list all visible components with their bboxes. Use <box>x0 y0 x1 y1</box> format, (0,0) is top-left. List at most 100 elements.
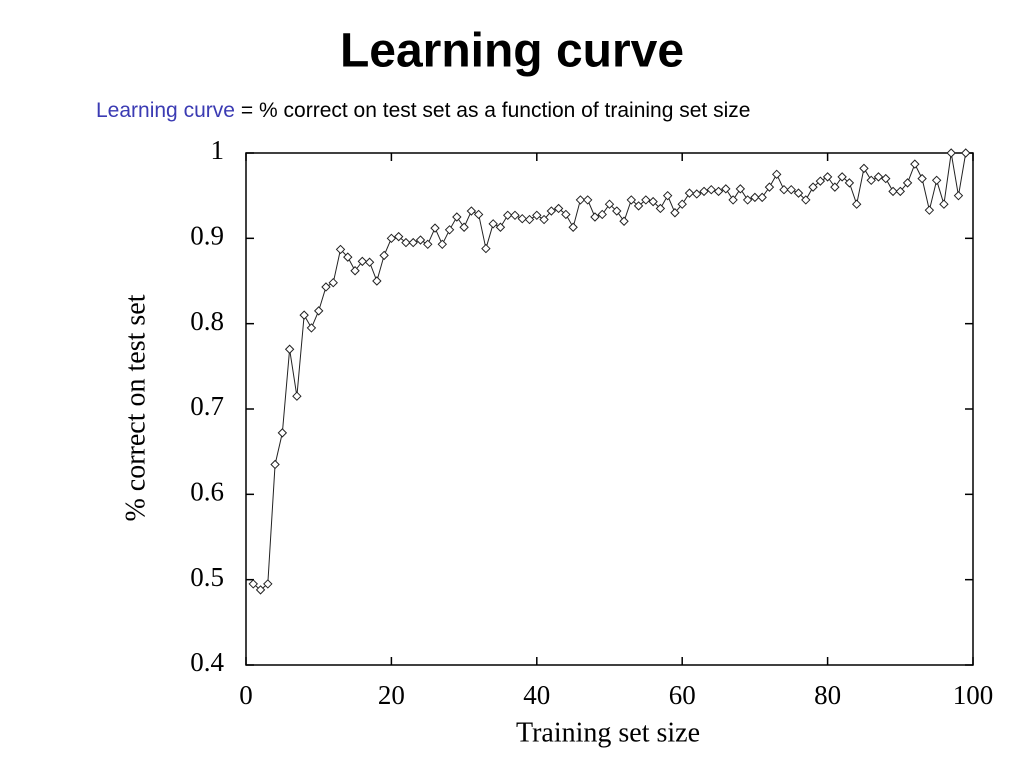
y-tick-label: 0.9 <box>190 221 224 251</box>
data-point <box>423 239 433 250</box>
y-tick-label: 0.7 <box>190 391 224 421</box>
data-point <box>372 276 382 286</box>
data-point <box>750 192 760 203</box>
data-point <box>568 222 578 232</box>
y-tick-label: 0.4 <box>190 647 224 677</box>
data-point <box>677 199 687 209</box>
x-tick-label: 20 <box>378 680 405 710</box>
y-axis-label: % correct on test set <box>120 294 151 521</box>
x-tick-label: 40 <box>523 680 550 710</box>
data-point <box>633 201 644 211</box>
data-point <box>364 257 375 267</box>
data-point <box>779 184 789 195</box>
data-point <box>961 148 971 158</box>
data-point <box>728 195 738 205</box>
data-point <box>684 188 695 198</box>
data-line <box>252 152 967 591</box>
data-point <box>401 237 411 248</box>
data-point <box>277 428 288 438</box>
data-point <box>692 189 702 199</box>
data-point <box>386 233 397 244</box>
data-point <box>793 188 804 198</box>
data-point <box>437 239 447 250</box>
data-point <box>590 212 600 222</box>
data-point <box>721 184 731 194</box>
data-point <box>706 184 716 195</box>
data-point <box>655 203 666 214</box>
x-axis-label: Training set size <box>516 717 700 748</box>
data-point <box>517 213 527 224</box>
data-point <box>473 209 484 220</box>
data-point <box>299 310 309 320</box>
data-point <box>553 203 564 214</box>
subtitle-term: Learning curve <box>96 99 235 122</box>
data-point <box>575 195 586 205</box>
data-point <box>939 199 949 209</box>
data-point <box>815 176 826 186</box>
data-point <box>764 182 775 192</box>
plot-frame <box>245 152 974 666</box>
data-point <box>481 243 491 254</box>
data-point <box>735 184 746 194</box>
data-point <box>270 459 280 470</box>
data-point <box>539 214 549 225</box>
data-point <box>350 266 360 276</box>
y-tick-label: 0.6 <box>190 477 224 507</box>
data-point <box>582 195 593 205</box>
data-point <box>408 237 418 248</box>
data-point <box>604 199 615 209</box>
data-point <box>255 585 266 595</box>
data-point <box>699 186 709 197</box>
x-tick-label: 100 <box>953 680 994 710</box>
data-point <box>837 172 847 182</box>
x-tick-label: 0 <box>239 680 253 710</box>
data-point <box>866 175 876 186</box>
data-point <box>488 219 498 229</box>
data-point <box>662 190 673 201</box>
data-point <box>430 223 440 233</box>
data-point <box>873 172 884 182</box>
data-point <box>597 209 607 220</box>
data-point <box>321 282 331 292</box>
data-point <box>772 169 782 180</box>
data-point <box>466 206 477 216</box>
data-point <box>757 192 767 203</box>
data-point <box>619 216 629 226</box>
data-point <box>786 184 796 195</box>
data-point <box>881 173 891 184</box>
data-point <box>670 208 680 218</box>
data-point <box>888 186 898 197</box>
data-point <box>335 244 346 255</box>
data-point <box>357 256 368 267</box>
data-point <box>510 210 520 221</box>
data-point <box>742 195 753 205</box>
y-tick-label: 0.5 <box>190 562 224 592</box>
slide-title: Learning curve <box>340 25 684 78</box>
data-point <box>343 252 353 262</box>
data-point <box>415 235 426 245</box>
data-point <box>895 186 906 197</box>
data-point <box>626 195 637 205</box>
x-tick-label: 80 <box>814 680 841 710</box>
data-point <box>452 212 462 222</box>
data-point <box>851 199 862 209</box>
data-point <box>713 186 724 197</box>
data-point <box>444 225 455 235</box>
data-point <box>844 178 855 188</box>
y-tick-label: 0.8 <box>190 306 224 336</box>
data-point <box>641 195 651 205</box>
subtitle: Learning curve = % correct on test set as… <box>96 99 750 122</box>
data-point <box>902 178 913 188</box>
data-point <box>924 205 935 215</box>
data-point <box>801 195 811 205</box>
data-point <box>830 182 840 192</box>
data-point <box>313 306 324 316</box>
data-point <box>459 222 469 232</box>
data-point <box>306 323 317 333</box>
data-point <box>328 277 338 288</box>
data-point <box>546 206 557 216</box>
data-point <box>495 222 506 232</box>
data-point <box>648 196 658 207</box>
data-point <box>917 173 927 184</box>
